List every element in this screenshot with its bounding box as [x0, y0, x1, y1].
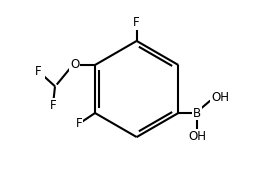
Text: F: F: [76, 117, 82, 130]
Text: F: F: [133, 16, 140, 29]
Text: B: B: [193, 106, 201, 120]
Text: O: O: [70, 58, 79, 72]
Text: F: F: [50, 99, 57, 112]
Text: OH: OH: [188, 130, 206, 143]
Text: F: F: [35, 65, 41, 78]
Text: OH: OH: [211, 91, 229, 104]
